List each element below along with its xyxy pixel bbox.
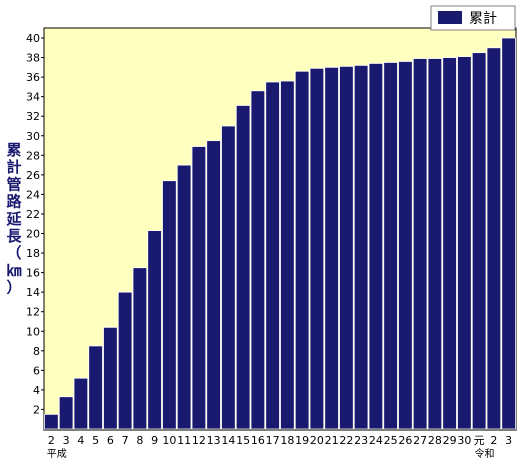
y-tick-label: 26: [26, 169, 40, 182]
y-tick-label: 18: [26, 247, 40, 260]
y-tick-label: 38: [26, 52, 40, 65]
x-tick-label: 3: [63, 434, 70, 447]
bar-32: [501, 37, 516, 430]
legend-swatch: [438, 11, 462, 24]
bar-28: [442, 57, 457, 430]
y-tick-label: 2: [33, 403, 40, 416]
y-tick-label: 8: [33, 345, 40, 358]
x-tick-label: 19: [295, 434, 309, 447]
bar-4: [88, 345, 103, 430]
x-tick-label: 12: [192, 434, 206, 447]
x-tick-label: 18: [280, 434, 294, 447]
x-tick-label: 28: [428, 434, 442, 447]
bar-1: [44, 413, 59, 430]
y-tick-label: 30: [26, 130, 40, 143]
x-tick-label: 3: [505, 434, 512, 447]
bar-11: [191, 146, 207, 430]
bar-2: [58, 396, 74, 430]
bars-group: [44, 37, 516, 430]
x-tick-label: 22: [339, 434, 353, 447]
y-tick-label: 16: [26, 267, 40, 280]
x-tick-label: 11: [177, 434, 191, 447]
bar-19: [309, 67, 325, 430]
bar-17: [280, 80, 295, 430]
bar-20: [324, 66, 339, 430]
x-tick-label: 元: [474, 434, 485, 447]
bar-30: [471, 52, 487, 430]
y-tick-label: 4: [33, 384, 40, 397]
bar-3: [73, 377, 89, 430]
y-tick-label: 32: [26, 110, 40, 123]
y-tick-label: 20: [26, 228, 40, 241]
bar-23: [368, 63, 384, 430]
y-tick-label: 22: [26, 208, 40, 221]
x-era-label: 平成: [47, 448, 67, 460]
x-tick-label: 13: [207, 434, 221, 447]
y-tick-label: 14: [26, 286, 40, 299]
bar-6: [117, 291, 133, 430]
bar-21: [339, 65, 354, 430]
x-tick-label: 24: [369, 434, 383, 447]
y-tick-label: 40: [26, 32, 40, 45]
x-tick-label: 25: [384, 434, 398, 447]
bar-15: [250, 90, 266, 430]
x-tick-label: 20: [310, 434, 324, 447]
y-tick-label: 24: [26, 188, 40, 201]
x-tick-label: 30: [457, 434, 471, 447]
bar-25: [398, 61, 413, 430]
y-tick-label: 6: [33, 364, 40, 377]
x-tick-label: 21: [325, 434, 339, 447]
x-axis: 2 3 4 5 6 7 8 9 10 11 12 13 14 15 16 17 18 19 20 21 22 23 24 25…: [47, 434, 512, 460]
x-tick-label: 7: [122, 434, 129, 447]
x-tick-label: 26: [398, 434, 412, 447]
x-tick-label: 9: [151, 434, 158, 447]
bar-26: [412, 58, 428, 430]
bar-31: [486, 47, 502, 430]
x-tick-label: 8: [136, 434, 143, 447]
bar-5: [103, 326, 118, 430]
x-tick-label: 10: [162, 434, 176, 447]
bar-22: [353, 64, 369, 430]
bar-27: [427, 58, 443, 430]
y-tick-label: 12: [26, 306, 40, 319]
bar-24: [383, 62, 398, 430]
bar-7: [132, 267, 148, 430]
bar-12: [206, 140, 221, 430]
bar-14: [235, 105, 251, 430]
legend: 累計: [430, 5, 516, 31]
x-tick-label: 17: [266, 434, 280, 447]
x-tick-label: 5: [92, 434, 99, 447]
bar-10: [176, 164, 192, 430]
bar-29: [457, 56, 472, 430]
bar-8: [147, 230, 162, 430]
x-tick-label: 4: [77, 434, 84, 447]
x-tick-label: 16: [251, 434, 265, 447]
bar-16: [265, 81, 280, 430]
bar-9: [162, 180, 177, 430]
y-tick-label: 10: [26, 325, 40, 338]
x-tick-label: 27: [413, 434, 427, 447]
x-tick-label: 2: [490, 434, 497, 447]
y-tick-label: 36: [26, 71, 40, 84]
y-tick-label: 34: [26, 91, 40, 104]
y-axis-label: 累計管路延長（㎞）: [5, 141, 22, 297]
legend-label: 累計: [469, 11, 497, 27]
x-tick-label: 14: [221, 434, 235, 447]
x-tick-label: 15: [236, 434, 250, 447]
y-tick-label: 28: [26, 149, 40, 162]
x-era-label: 令和: [475, 447, 495, 460]
bar-13: [221, 125, 236, 430]
x-tick-label: 23: [354, 434, 368, 447]
bar-18: [294, 70, 310, 430]
x-tick-label: 29: [443, 434, 457, 447]
x-tick-label: 6: [107, 434, 114, 447]
x-tick-label: 2: [48, 434, 55, 447]
